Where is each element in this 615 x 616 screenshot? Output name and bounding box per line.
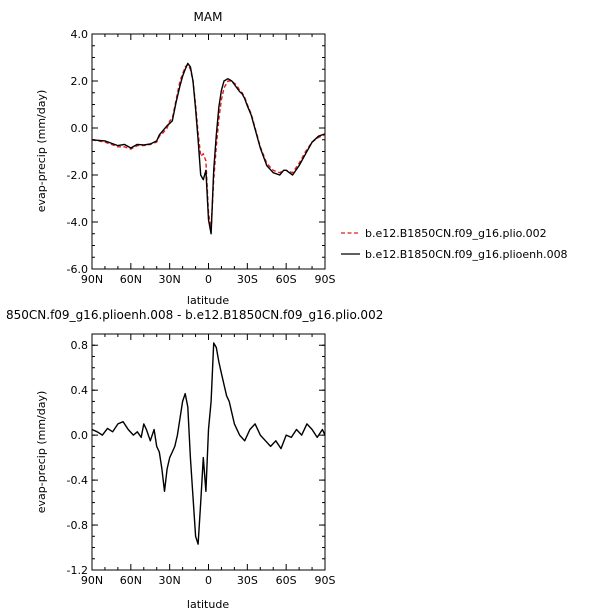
bottom-x-tick-label: 60N [120, 574, 142, 587]
bottom-plot-frame [91, 333, 326, 571]
top-y-tick-label: -4.0 [67, 216, 88, 229]
top-y-tick-label: -2.0 [67, 169, 88, 182]
top-x-tick-label: 60S [276, 273, 297, 286]
bottom-y-tick-label: 0.0 [71, 429, 89, 442]
top-chart-title: MAM [194, 10, 223, 24]
top-x-tick-label: 90S [315, 273, 336, 286]
top-y-tick-label: -6.0 [67, 263, 88, 276]
bottom-x-tick-label: 0 [205, 574, 212, 587]
top-series-line-0 [91, 63, 326, 230]
top-y-tick-label: 2.0 [71, 75, 89, 88]
bottom-y-tick-label: -0.4 [67, 474, 88, 487]
bottom-x-tick-label: 90N [81, 574, 103, 587]
bottom-x-tick-label: 30S [237, 574, 258, 587]
top-x-tick-label: 90N [81, 273, 103, 286]
top-x-tick-label: 60N [120, 273, 142, 286]
top-series-line-1 [91, 62, 326, 235]
top-x-tick-label: 30N [159, 273, 181, 286]
bottom-y-tick-label: 0.8 [71, 339, 89, 352]
top-plot-frame [91, 33, 326, 270]
bottom-x-axis-label: latitude [187, 598, 229, 611]
legend-label-plio: b.e12.B1850CN.f09_g16.plio.002 [365, 227, 547, 240]
bottom-series-line-0 [91, 342, 326, 545]
bottom-y-tick-label: -1.2 [67, 564, 88, 577]
top-x-tick-label: 30S [237, 273, 258, 286]
top-x-axis-label: latitude [187, 294, 229, 307]
top-chart: MAM 90N 60N 30N 0 30S 60S 90S -6.0 -4.0 -2.0 0.0 2… [35, 10, 336, 307]
bottom-y-tick-label: 0.4 [71, 384, 89, 397]
bottom-y-tick-label: -0.8 [67, 519, 88, 532]
top-y-axis-label: evap-precip (mm/day) [35, 90, 48, 213]
bottom-y-axis-label: evap-precip (mm/day) [35, 391, 48, 514]
bottom-x-tick-label: 90S [315, 574, 336, 587]
top-y-tick-label: 4.0 [71, 28, 89, 41]
legend: b.e12.B1850CN.f09_g16.plio.002 b.e12.B18… [341, 227, 568, 261]
bottom-x-tick-label: 30N [159, 574, 181, 587]
top-x-tick-label: 0 [205, 273, 212, 286]
legend-label-plioenh: b.e12.B1850CN.f09_g16.plioenh.008 [365, 248, 568, 261]
bottom-chart: 850CN.f09_g16.plioenh.008 - b.e12.B1850C… [6, 308, 383, 611]
top-y-tick-label: 0.0 [71, 122, 89, 135]
bottom-chart-title: 850CN.f09_g16.plioenh.008 - b.e12.B1850C… [6, 308, 383, 322]
bottom-x-tick-label: 60S [276, 574, 297, 587]
